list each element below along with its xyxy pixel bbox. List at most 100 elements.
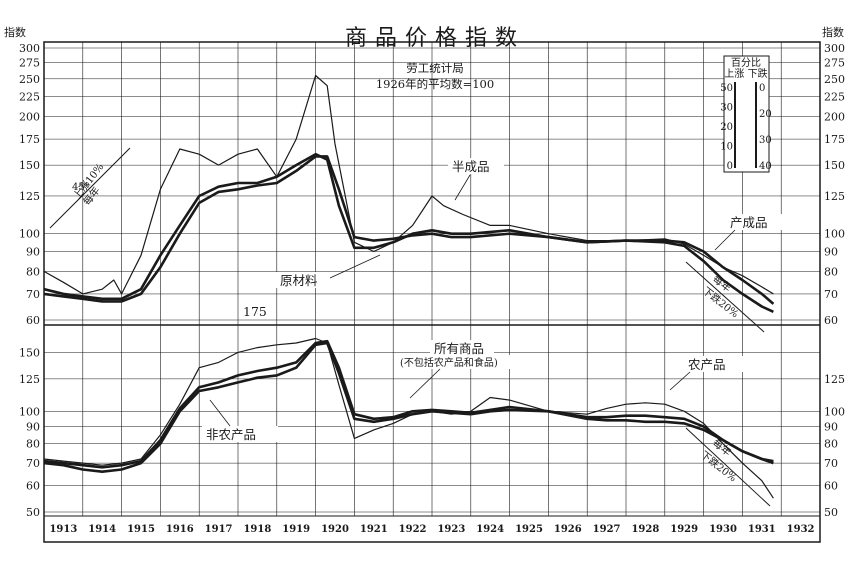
- year-tick-labels: 1913 1914 1915 1916 1917 1918 1919 1920 1921 1922…: [49, 524, 814, 535]
- y-tick-left: 175: [19, 133, 40, 146]
- y-tick-left: 125: [19, 373, 40, 386]
- chart-title: 商品价格指数: [345, 26, 525, 51]
- y-tick-right: 70: [824, 288, 838, 301]
- y-tick-left: 60: [26, 314, 40, 327]
- y-tick-left: 50: [26, 506, 40, 519]
- label-all-commodities-note: (不包括农产品和食品): [400, 356, 498, 369]
- year-tick-label: 1925: [515, 524, 543, 535]
- label-all-commodities: 所有商品: [434, 341, 484, 356]
- inset-right-tick: 40: [759, 161, 772, 172]
- rise-slope-line: [49, 147, 131, 229]
- y-tick-left: 70: [26, 288, 40, 301]
- y-tick-left: 150: [19, 159, 40, 172]
- series-lines: [43, 74, 775, 499]
- inset-left-tick: 20: [720, 122, 733, 133]
- year-tick-label: 1914: [88, 524, 116, 535]
- inset-right-tick: 30: [759, 135, 772, 146]
- label-finished-goods: 产成品: [730, 215, 768, 230]
- chart-subtitle-1: 劳工统计局: [406, 61, 464, 75]
- year-tick-label: 1918: [243, 524, 271, 535]
- y-axis-unit-right: 指数: [822, 25, 844, 39]
- y-tick-right: 225: [824, 91, 845, 104]
- inset-right-tick: 0: [759, 83, 765, 94]
- year-tick-label: 1922: [399, 524, 427, 535]
- series-line-0-0: [43, 74, 774, 295]
- y-tick-left: 150: [19, 346, 40, 359]
- y-tick-right: 175: [824, 133, 845, 146]
- y-tick-left: 275: [19, 57, 40, 70]
- year-tick-label: 1930: [709, 524, 737, 535]
- y-tick-left: 90: [26, 245, 40, 258]
- peak-value-label: 175: [243, 304, 267, 319]
- y-tick-left: 60: [26, 480, 40, 493]
- y-tick-left: 200: [19, 111, 40, 124]
- y-tick-right: 125: [824, 373, 845, 386]
- y-tick-right: 90: [824, 421, 838, 434]
- year-tick-label: 1929: [670, 524, 698, 535]
- y-tick-right: 125: [824, 190, 845, 203]
- inset-title-1: 百分比: [731, 57, 761, 69]
- year-tick-label: 1916: [166, 524, 194, 535]
- fall-slope-line-bottom: [685, 427, 771, 507]
- y-tick-left: 70: [26, 457, 40, 470]
- label-raw-materials: 原材料: [280, 273, 318, 288]
- y-tick-right: 50: [824, 506, 838, 519]
- y-tick-left: 100: [19, 405, 40, 418]
- series-line-1-2: [43, 341, 774, 473]
- y-tick-left: 300: [19, 42, 40, 55]
- year-tick-label: 1917: [205, 524, 233, 535]
- y-axis-unit-left: 指数: [4, 25, 26, 39]
- inset-left-tick: 30: [720, 103, 733, 114]
- y-tick-left: 100: [19, 228, 40, 241]
- label-farm-products: 农产品: [688, 357, 726, 372]
- series-labels: 半成品 原材料 产成品 175 农产品 所有商品 (不包括农产品和食品) 非农产…: [202, 158, 782, 442]
- y-tick-left: 80: [26, 438, 40, 451]
- y-tick-right: 60: [824, 314, 838, 327]
- year-tick-label: 1926: [554, 524, 582, 535]
- year-tick-label: 1931: [748, 524, 776, 535]
- y-tick-right: 100: [824, 228, 845, 241]
- year-tick-label: 1920: [321, 524, 349, 535]
- percent-inset: 百分比 上涨 下跌 50 30 20 10 0 0 20 30 40: [720, 55, 772, 173]
- y-tick-right: 100: [824, 405, 845, 418]
- year-tick-label: 1928: [631, 524, 659, 535]
- inset-left-tick: 50: [720, 83, 733, 94]
- year-tick-label: 1923: [437, 524, 465, 535]
- year-tick-label: 1921: [360, 524, 388, 535]
- y-tick-labels: 6070809010012515017520022525027530060708…: [19, 42, 845, 519]
- series-line-1-1: [43, 339, 774, 469]
- series-line-0-1: [43, 152, 774, 313]
- year-tick-label: 1913: [49, 524, 77, 535]
- year-tick-label: 1919: [282, 524, 310, 535]
- y-tick-left: 90: [26, 421, 40, 434]
- inset-left-ticks: 50 30 20 10 0: [720, 83, 733, 172]
- series-line-0-2: [43, 155, 775, 305]
- series-line-1-0: [43, 337, 774, 499]
- y-tick-right: 80: [824, 265, 838, 278]
- inset-right-ticks: 0 20 30 40: [759, 83, 772, 172]
- y-tick-left: 225: [19, 91, 40, 104]
- y-tick-right: 70: [824, 457, 838, 470]
- chart-subtitle-2: 1926年的平均数=100: [376, 77, 494, 91]
- y-tick-right: 150: [824, 159, 845, 172]
- y-tick-right: 60: [824, 480, 838, 493]
- inset-right-tick: 20: [759, 109, 772, 120]
- fall-slope-line-top: [685, 261, 765, 333]
- year-tick-label: 1932: [787, 524, 815, 535]
- y-tick-left: 80: [26, 265, 40, 278]
- y-tick-right: 250: [824, 73, 845, 86]
- year-tick-label: 1915: [127, 524, 155, 535]
- inset-left-tick: 0: [727, 161, 733, 172]
- year-tick-label: 1927: [593, 524, 621, 535]
- year-tick-label: 1924: [476, 524, 504, 535]
- y-tick-right: 300: [824, 42, 845, 55]
- y-tick-right: 90: [824, 245, 838, 258]
- y-tick-left: 250: [19, 73, 40, 86]
- y-tick-right: 80: [824, 438, 838, 451]
- y-tick-right: 275: [824, 57, 845, 70]
- rise-angle: 45°: [72, 182, 90, 193]
- inset-left-tick: 10: [720, 142, 733, 153]
- label-non-farm: 非农产品: [206, 427, 256, 442]
